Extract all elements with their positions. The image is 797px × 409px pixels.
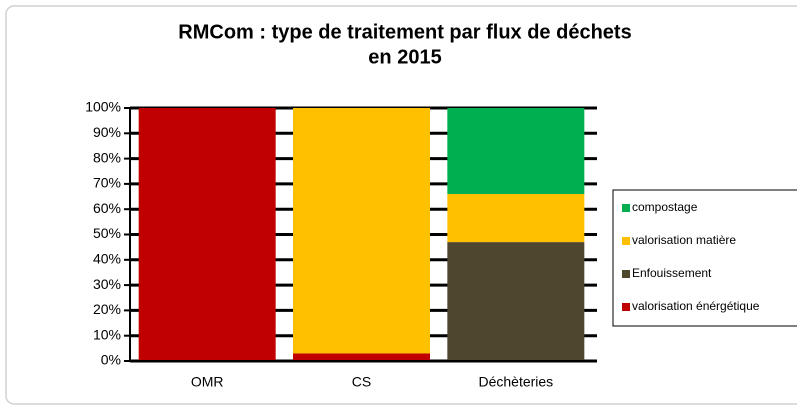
legend-label: Enfouissement [632,266,712,280]
y-tick-label: 70% [93,175,121,191]
y-tick-label: 30% [93,276,121,292]
legend-label: valorisation énérgétique [632,299,760,313]
legend-swatch [622,237,630,245]
bar-segment [293,108,430,354]
x-tick-label: Déchèteries [478,374,553,390]
legend-label: valorisation matière [632,233,736,247]
y-tick-label: 100% [85,99,121,115]
bar-segment [447,108,585,195]
y-tick-label: 90% [93,124,121,140]
legend-box [612,189,797,327]
bar-segment [447,242,585,361]
legend-label: compostage [632,200,698,214]
chart-title: RMCom : type de traitement par flux de d… [178,21,631,43]
legend-swatch [622,303,630,311]
bar-segment [138,108,276,361]
y-tick-label: 50% [93,225,121,241]
y-tick-label: 40% [93,251,121,267]
bar-segment [293,353,430,361]
x-tick-label: OMR [191,374,224,390]
y-tick-label: 80% [93,149,121,165]
bar-segment [447,194,585,243]
y-tick-label: 0% [101,352,121,368]
legend-swatch [622,270,630,278]
chart-subtitle: en 2015 [368,46,441,68]
y-tick-label: 10% [93,326,121,342]
y-tick-label: 60% [93,200,121,216]
x-tick-label: CS [352,374,371,390]
y-tick-label: 20% [93,301,121,317]
legend-swatch [622,204,630,212]
